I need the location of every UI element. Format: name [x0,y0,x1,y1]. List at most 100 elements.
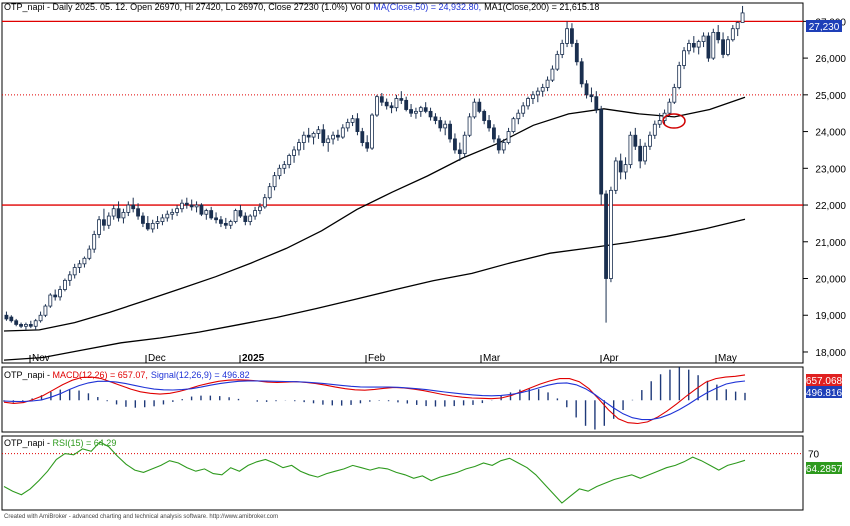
candle-up [418,107,423,112]
candle-down [136,208,140,217]
candle-up [472,101,477,118]
candle-up [696,41,701,48]
candle-up [253,210,257,217]
candle-up [292,149,296,156]
rsi-value-label: 64.2857 [806,464,843,475]
candle-down [574,43,579,63]
candle-up [623,164,628,173]
last-price-marker: 27,230 [806,20,842,33]
candle-down [633,134,638,147]
signal-value-label: 496.816 [806,388,843,399]
candle-up [711,31,716,59]
rsi-pane-frame [1,435,804,511]
candle-down [579,61,584,85]
macd-title-symbol: OTP_napi [4,370,45,380]
candle-down [360,131,365,143]
candle-down [243,215,248,222]
rsi-level-label: 70 [808,450,820,461]
candle-down [599,109,604,195]
footer-text: Created with AmiBroker - advanced charti… [4,514,278,520]
candle-up [175,208,179,213]
candle-down [706,35,711,59]
candle-down [721,39,725,55]
candle-up [297,142,301,151]
candle-up [521,105,526,114]
candle-down [365,142,370,149]
candle-down [448,123,452,140]
candle-up [531,94,535,99]
macd-lines [3,374,746,425]
candle-down [594,96,599,110]
candle-up [609,189,613,279]
candle-up [82,257,87,265]
candle-up [204,210,209,215]
date-tick-label: Nov [32,353,50,364]
candle-up [516,112,521,120]
candle-up [106,215,111,226]
candle-up [58,289,62,298]
candle-up [672,87,677,103]
candle-down [457,149,462,155]
candle-up [555,54,560,70]
candle-up [170,211,175,215]
last-price-box [806,20,842,32]
candle-up [326,138,331,143]
rsi-line [3,441,746,504]
candle-down [214,217,218,221]
macd-pane-frame [1,366,804,433]
candle-down [691,43,696,48]
price-pane-title: OTP_napi - Daily 2025. 05. 12. Open 2697… [4,2,599,12]
ma200-line [3,218,746,361]
candle-up [350,118,355,123]
macd-pane[interactable]: OTP_napi - MACD(12,26) = 657.07, Signal(1… [1,366,843,433]
candle-down [399,98,404,101]
candle-down [487,120,491,129]
candle-up [370,114,374,149]
candle-up [194,204,199,208]
candle-down [384,101,389,107]
candle-up [735,22,740,30]
rsi-lines [2,441,803,504]
signal-line [3,380,746,421]
candle-down [9,316,14,322]
price-tick-label: 26,000 [815,54,846,65]
ma50-text: MA(Close,50) = 24,932.80, [373,2,481,12]
candle-up [287,155,292,166]
candle-down [604,193,608,279]
candle-up [92,234,97,250]
price-tick-label: 22,000 [815,201,846,212]
moving-averages [3,96,746,361]
signal-text: Signal(12,26,9) = 496.82 [151,370,250,380]
candle-up [111,208,116,217]
highlight-circle [662,113,686,129]
last-price-label: 27,230 [809,22,840,33]
rsi-value-box [806,462,842,474]
candle-up [165,213,170,219]
candle-up [506,131,511,143]
candle-down [409,109,413,114]
candle-up [652,123,657,136]
macd-line [3,374,746,425]
rsi-pane[interactable]: OTP_napi - RSI(15) = 64.29 70 64.2857 [1,435,843,511]
candle-up [121,211,126,219]
price-pane[interactable]: 18,000 19,000 20,000 21,000 22,000 23,000 24,0… [1,2,846,364]
candle-down [638,145,643,162]
candle-down [53,294,58,298]
candle-up [48,294,53,307]
macd-value-label: 657.068 [806,376,843,387]
candle-down [199,204,204,215]
candle-down [141,215,145,224]
candle-down [223,223,228,226]
candle-up [126,204,131,213]
candle-up [687,43,691,52]
candle-up [730,28,735,41]
candle-up [340,127,345,138]
candle-up [677,65,682,88]
rsi-text: RSI(15) = 64.29 [53,438,117,448]
candle-up [33,320,38,327]
price-tick-label: 18,000 [815,348,846,359]
candle-up [443,123,448,129]
date-axis: Nov Dec 2025 Feb Mar Apr May [29,353,737,364]
macd-pane-title: OTP_napi - MACD(12,26) = 657.07, Signal(1… [4,370,250,380]
